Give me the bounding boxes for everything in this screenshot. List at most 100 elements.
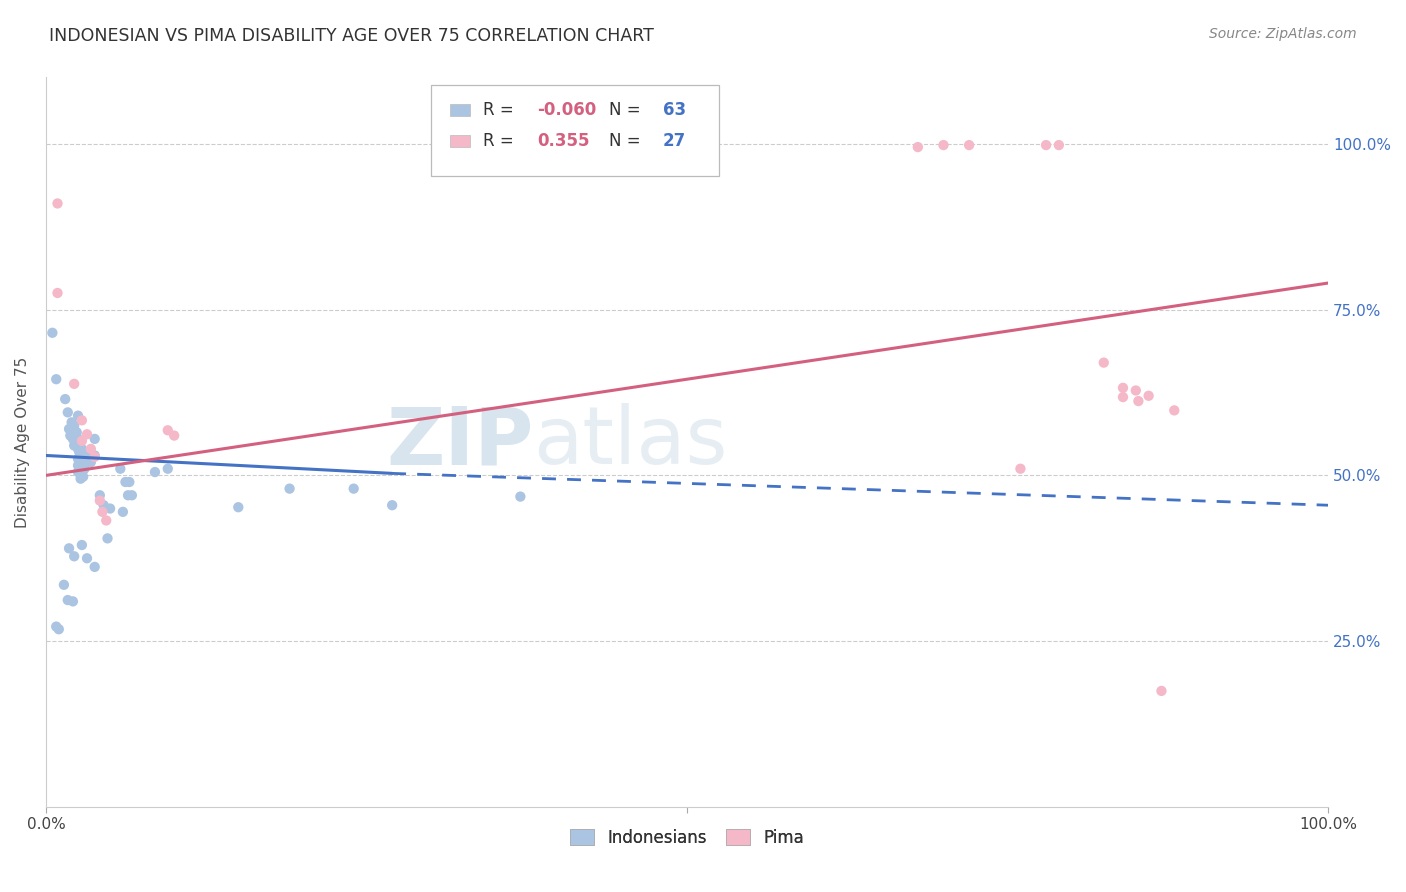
Point	[67, 445, 90, 459]
Point	[1150, 684, 1173, 698]
Point	[1010, 461, 1032, 475]
Point	[56, 593, 79, 607]
FancyBboxPatch shape	[450, 104, 471, 116]
Point	[80, 442, 103, 456]
Point	[381, 498, 404, 512]
FancyBboxPatch shape	[430, 85, 718, 176]
Point	[96, 513, 118, 527]
Text: 27: 27	[662, 132, 686, 150]
FancyBboxPatch shape	[450, 135, 471, 147]
Point	[117, 488, 139, 502]
Point	[96, 532, 118, 546]
Text: 0.355: 0.355	[537, 132, 589, 150]
Point	[957, 138, 980, 153]
Point	[1035, 138, 1057, 153]
Point	[66, 451, 89, 466]
Point	[509, 490, 531, 504]
Text: N =: N =	[609, 132, 645, 150]
Text: 63: 63	[662, 102, 686, 120]
Point	[83, 449, 105, 463]
Point	[83, 450, 105, 464]
Point	[65, 432, 87, 446]
Point	[80, 455, 103, 469]
Point	[67, 436, 90, 450]
Point	[278, 482, 301, 496]
Text: atlas: atlas	[533, 403, 727, 481]
Point	[62, 594, 84, 608]
Point	[110, 461, 132, 475]
Point	[156, 461, 179, 475]
Point	[907, 140, 929, 154]
Point	[89, 488, 111, 502]
Point	[58, 541, 80, 556]
Point	[63, 376, 86, 391]
Point	[45, 619, 67, 633]
Point	[98, 501, 121, 516]
Point	[89, 493, 111, 508]
Point	[69, 472, 91, 486]
Point	[62, 432, 84, 446]
Text: R =: R =	[484, 132, 524, 150]
Point	[114, 475, 136, 489]
Point	[226, 500, 249, 515]
Point	[66, 465, 89, 479]
Point	[52, 578, 75, 592]
Point	[48, 622, 70, 636]
Point	[1137, 389, 1160, 403]
Point	[1163, 403, 1185, 417]
Point	[66, 442, 89, 456]
Point	[60, 415, 83, 429]
Point	[73, 451, 96, 466]
Point	[70, 442, 93, 456]
Point	[70, 538, 93, 552]
Point	[143, 465, 166, 479]
Point	[76, 449, 98, 463]
Point	[56, 405, 79, 419]
Point	[63, 438, 86, 452]
Point	[59, 428, 82, 442]
Point	[343, 482, 366, 496]
Point	[70, 451, 93, 466]
Point	[1128, 394, 1150, 409]
Point	[70, 434, 93, 448]
Point	[1112, 390, 1135, 404]
Point	[58, 422, 80, 436]
Point	[41, 326, 63, 340]
Text: N =: N =	[609, 102, 645, 120]
Text: INDONESIAN VS PIMA DISABILITY AGE OVER 75 CORRELATION CHART: INDONESIAN VS PIMA DISABILITY AGE OVER 7…	[49, 27, 654, 45]
Point	[46, 196, 69, 211]
Point	[72, 463, 94, 477]
Point	[66, 409, 89, 423]
Point	[1112, 381, 1135, 395]
Point	[76, 551, 98, 566]
Point	[118, 475, 141, 489]
Text: ZIP: ZIP	[385, 403, 533, 481]
Point	[93, 498, 115, 512]
Point	[46, 285, 69, 300]
Point	[1125, 384, 1147, 398]
Legend: Indonesians, Pima: Indonesians, Pima	[564, 822, 810, 854]
Point	[163, 428, 186, 442]
Y-axis label: Disability Age Over 75: Disability Age Over 75	[15, 357, 30, 528]
Point	[70, 413, 93, 427]
Point	[63, 549, 86, 564]
Point	[63, 418, 86, 433]
Point	[69, 455, 91, 469]
Text: Source: ZipAtlas.com: Source: ZipAtlas.com	[1209, 27, 1357, 41]
Point	[45, 372, 67, 386]
Point	[72, 469, 94, 483]
Point	[76, 427, 98, 442]
Point	[63, 428, 86, 442]
Point	[932, 138, 955, 153]
Point	[156, 423, 179, 437]
Point	[1047, 138, 1070, 153]
Point	[66, 436, 89, 450]
Point	[69, 465, 91, 479]
Point	[66, 458, 89, 473]
Point	[73, 461, 96, 475]
Point	[83, 560, 105, 574]
Point	[53, 392, 76, 406]
Point	[66, 425, 89, 440]
Point	[111, 505, 134, 519]
Point	[60, 428, 83, 442]
